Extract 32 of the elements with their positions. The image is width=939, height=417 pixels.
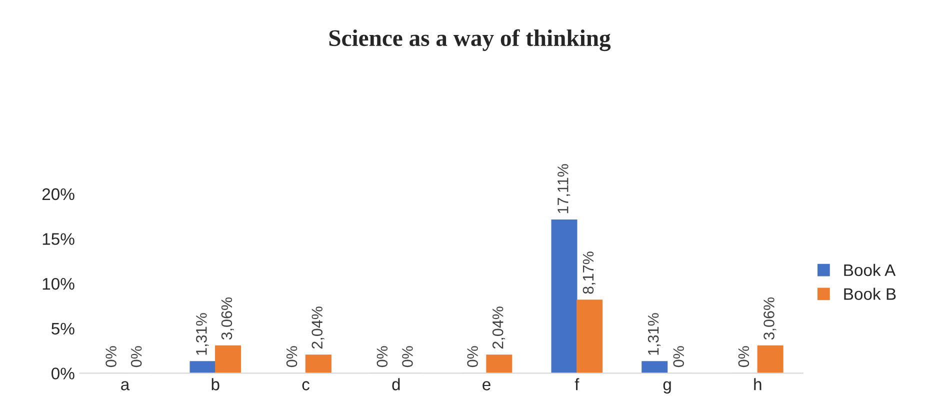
data-label: 1,31% [648, 313, 661, 355]
x-tick-label: c [302, 381, 310, 390]
data-label: 0% [467, 346, 478, 368]
y-tick-label: 15% [42, 233, 74, 245]
data-label: 0% [130, 346, 142, 368]
data-label: 3,06% [764, 297, 776, 340]
chart-title: Science as a way of thinking [329, 29, 611, 52]
x-tick-label: h [754, 378, 762, 390]
legend-label: Book A [844, 264, 896, 276]
data-label: 0% [402, 346, 413, 368]
x-tick-label: d [392, 378, 400, 390]
data-label: 0% [738, 346, 750, 368]
data-label: 0% [376, 346, 388, 368]
data-label: 0% [106, 346, 116, 368]
legend-label: Book B [844, 288, 896, 300]
x-tick-label: f [574, 378, 580, 390]
x-tick-label: a [121, 381, 130, 390]
y-tick-label: 0% [52, 368, 74, 380]
x-tick-label: g [663, 381, 671, 394]
x-tick-label: b [212, 378, 220, 390]
y-tick-label: 5% [52, 322, 74, 335]
data-label: 0% [286, 346, 298, 368]
data-label: 8,17% [582, 252, 596, 294]
data-label: 1,31% [196, 313, 209, 355]
data-label: 3,06% [221, 297, 234, 340]
y-tick-label: 20% [42, 188, 74, 200]
x-tick-label: e [482, 381, 490, 390]
data-label: 2,04% [312, 306, 324, 349]
data-label: 0% [673, 346, 684, 368]
y-tick-label: 10% [42, 278, 74, 290]
data-label: 17,11% [558, 164, 570, 214]
data-label: 2,04% [492, 306, 506, 349]
